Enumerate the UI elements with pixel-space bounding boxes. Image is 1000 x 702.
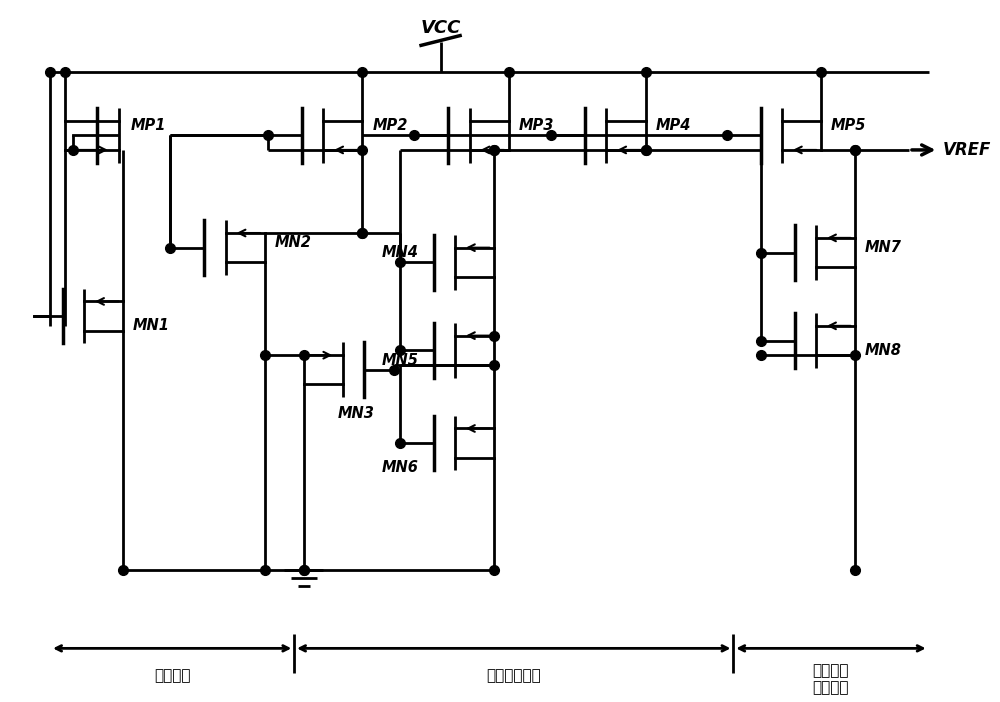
Text: MN1: MN1 xyxy=(133,318,170,333)
Text: 基准电压
输出电路: 基准电压 输出电路 xyxy=(813,663,849,696)
Text: VCC: VCC xyxy=(420,19,461,37)
Text: MN7: MN7 xyxy=(865,240,902,255)
Text: MP1: MP1 xyxy=(130,118,166,133)
Text: MP4: MP4 xyxy=(655,118,691,133)
Text: MN2: MN2 xyxy=(275,235,312,251)
Text: MN5: MN5 xyxy=(382,352,419,368)
Text: MN6: MN6 xyxy=(382,460,419,475)
Text: MN8: MN8 xyxy=(865,343,902,358)
Text: MN4: MN4 xyxy=(382,245,419,260)
Text: MP2: MP2 xyxy=(372,118,408,133)
Text: 负温产生电路: 负温产生电路 xyxy=(486,668,541,683)
Text: 启动电路: 启动电路 xyxy=(154,668,190,683)
Text: MN3: MN3 xyxy=(338,406,375,421)
Text: VREF: VREF xyxy=(943,141,992,159)
Text: MP3: MP3 xyxy=(519,118,554,133)
Text: MP5: MP5 xyxy=(831,118,866,133)
